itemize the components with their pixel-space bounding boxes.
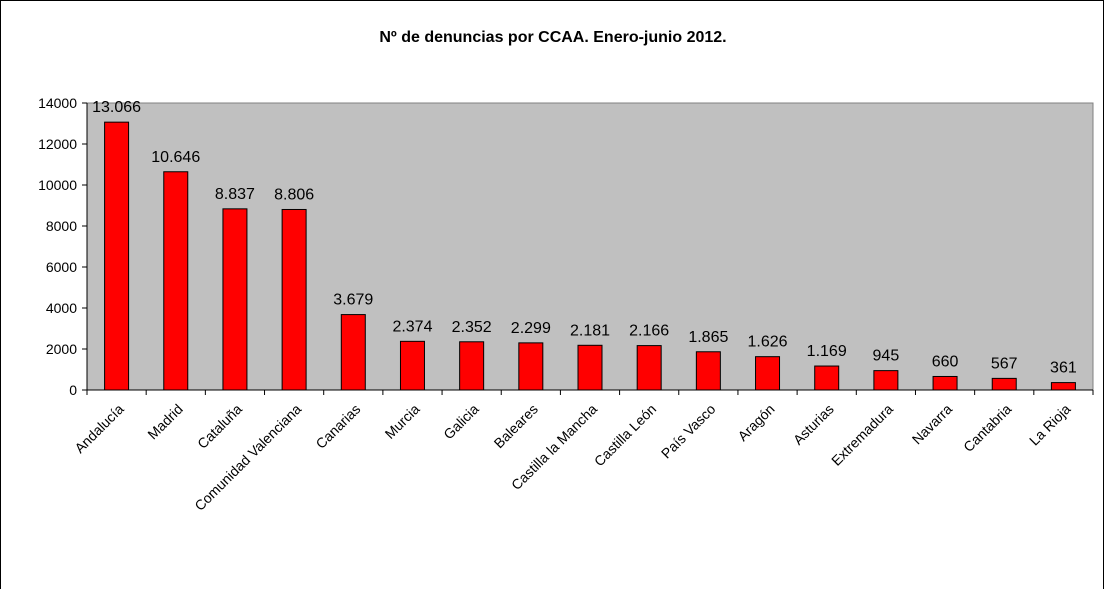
bar [577,344,603,391]
category-label: Baleares [491,401,541,451]
category-label: Canarias [312,401,363,452]
bar [636,345,662,391]
bar [1050,382,1076,391]
bar [222,208,248,391]
category-label: Comunidad Valenciana [191,401,304,514]
bar [991,377,1017,391]
data-label: 2.352 [452,319,492,336]
bar [695,351,721,391]
category-label: Cantabria [960,401,1014,455]
data-label: 2.374 [392,318,432,335]
category-label: Navarra [909,401,956,448]
data-label: 2.299 [511,320,551,337]
y-tick-label: 2000 [46,341,77,357]
category-label: Murcia [382,401,423,442]
bar [399,340,425,391]
bar [755,356,781,391]
data-label: 13.066 [92,99,141,116]
category-label: Asturias [790,401,837,448]
data-label: 945 [873,348,900,365]
bar [340,314,366,391]
bar [873,370,899,391]
data-label: 3.679 [333,292,373,309]
chart-title: Nº de denuncias por CCAA. Enero-junio 20… [379,29,727,46]
bar [814,365,840,391]
category-label: Andalucía [71,401,126,456]
y-tick-label: 10000 [38,177,77,193]
y-tick-label: 12000 [38,136,77,152]
data-label: 1.865 [688,329,728,346]
y-tick-label: 6000 [46,259,77,275]
data-label: 1.626 [748,334,788,351]
category-label: Extremadura [828,401,896,469]
bar [163,171,189,391]
category-label: Castilla León [591,401,660,470]
y-tick-label: 4000 [46,300,77,316]
category-label: País Vasco [658,401,719,462]
bar [459,341,485,391]
category-label: Cataluña [194,401,245,452]
y-tick-label: 14000 [38,95,77,111]
category-label: Aragón [734,401,777,444]
data-label: 361 [1050,360,1077,377]
bar [281,208,307,391]
plot-area [86,102,1094,391]
category-label: Madrid [144,401,186,443]
data-label: 660 [932,353,959,370]
bar [932,375,958,391]
data-label: 8.806 [274,186,314,203]
data-label: 2.181 [570,322,610,339]
y-tick-label: 0 [69,382,77,398]
data-label: 1.169 [807,343,847,360]
data-label: 10.646 [151,149,200,166]
y-tick-label: 8000 [46,218,77,234]
data-label: 8.837 [215,186,255,203]
data-label: 567 [991,355,1018,372]
category-label: La Rioja [1026,401,1074,449]
category-label: Galicia [440,401,482,443]
bar [518,342,544,391]
bar [104,121,130,391]
data-label: 2.166 [629,323,669,340]
